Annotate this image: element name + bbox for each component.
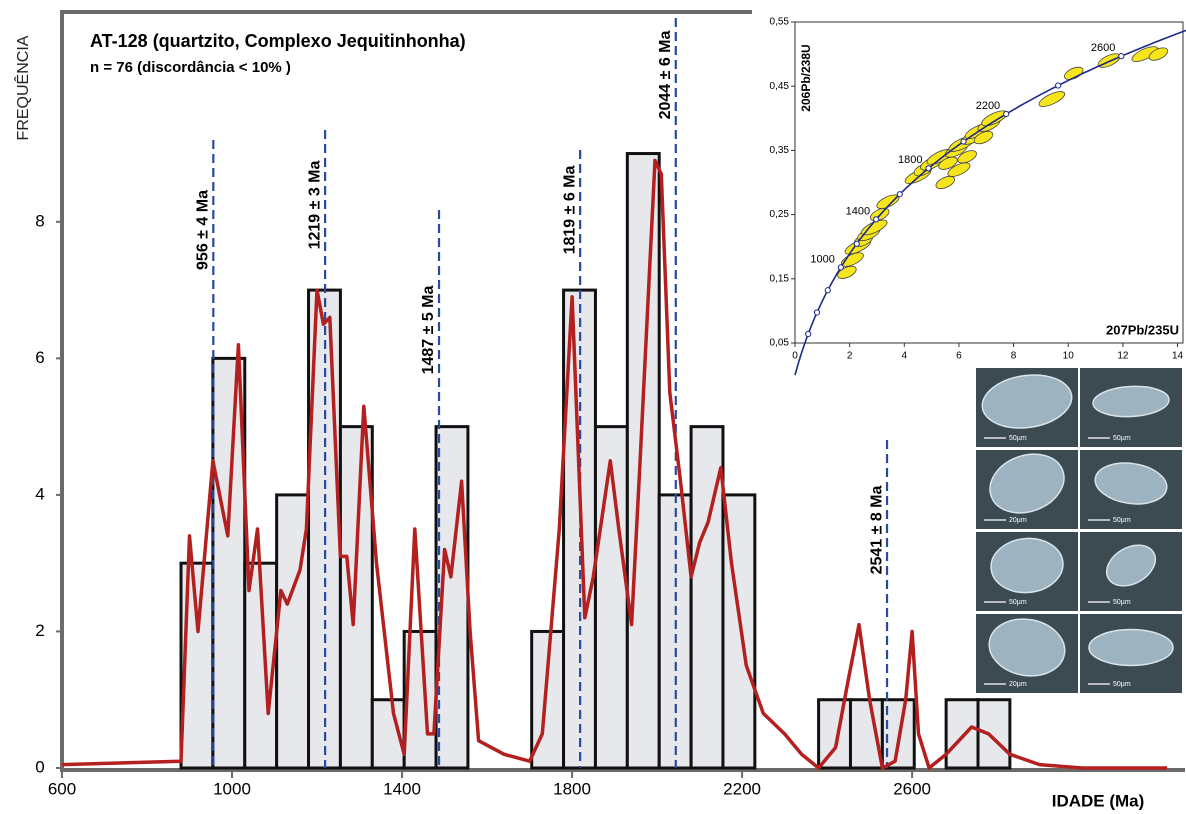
data-ellipse	[957, 150, 977, 164]
y-tick-label: 0,15	[770, 273, 790, 284]
x-tick-label: 1000	[213, 779, 251, 798]
x-tick-label: 2600	[893, 779, 931, 798]
concordia-age-label: 1400	[846, 205, 870, 217]
x-tick-label: 1400	[383, 779, 421, 798]
concordia-marker	[1118, 53, 1125, 60]
y-tick-label: 6	[35, 348, 44, 367]
data-ellipse	[1131, 46, 1159, 62]
y-axis-label: 206Pb/238U	[799, 44, 813, 111]
inset-frame	[794, 21, 1184, 344]
concordia-age-label: 1800	[898, 154, 922, 166]
y-tick-label: 0,25	[770, 209, 790, 220]
zircon-grain	[981, 374, 1073, 429]
concordia-marker	[837, 264, 844, 271]
concordia-age-label: 2200	[976, 100, 1000, 112]
inset-background	[752, 10, 1186, 368]
zircon-grain	[1092, 385, 1170, 418]
y-tick-label: 8	[35, 211, 44, 230]
concordia-marker	[805, 330, 812, 338]
concordia-marker	[824, 287, 831, 294]
concordia-marker	[873, 216, 880, 223]
x-tick-label: 600	[48, 779, 76, 798]
chart-title: AT-128 (quartzito, Complexo Jequitinhonh…	[90, 31, 466, 51]
data-ellipse	[938, 156, 958, 170]
x-axis-label: IDADE (Ma)	[1052, 791, 1145, 810]
concordia-marker	[853, 240, 860, 247]
peak-label: 2541 ± 8 Ma	[868, 485, 885, 574]
concordia-marker	[960, 138, 967, 145]
x-tick-label: 6	[956, 351, 962, 362]
scale-label: 50µm	[1113, 435, 1131, 442]
concordia-age-label: 2600	[1091, 42, 1115, 54]
concordia-marker	[1003, 110, 1010, 118]
x-tick-label: 8	[1011, 351, 1017, 362]
x-tick-label: 0	[792, 351, 798, 362]
zircon-grain	[990, 537, 1064, 594]
y-tick-label: 4	[35, 484, 44, 503]
data-ellipse	[935, 175, 955, 190]
x-tick-label: 10	[1063, 351, 1075, 362]
y-axis-label: FREQUÊNCIA	[13, 35, 32, 140]
zircon-grain	[988, 618, 1066, 677]
data-ellipse	[1038, 91, 1066, 107]
y-tick-label: 0,55	[770, 17, 790, 28]
histogram-bar	[338, 425, 374, 770]
histogram-bar	[625, 152, 661, 770]
y-tick-label: 0,45	[770, 81, 790, 92]
concordia-marker	[925, 165, 932, 172]
x-tick-label: 2	[847, 351, 853, 362]
concordia-marker	[813, 309, 821, 316]
chart-subtitle: n = 76 (discordância < 10% )	[90, 59, 291, 76]
x-axis-label: 207Pb/235U	[1106, 322, 1179, 337]
scale-label: 50µm	[1113, 681, 1131, 688]
data-ellipse	[1148, 47, 1169, 61]
concordia-marker	[896, 191, 903, 198]
y-tick-label: 0,35	[770, 145, 790, 156]
histogram-bar	[848, 698, 884, 770]
histogram-bar	[944, 698, 980, 770]
data-ellipse	[947, 162, 971, 177]
histogram-bar	[817, 698, 852, 770]
peak-label: 956 ± 4 Ma	[195, 190, 212, 270]
scale-label: 20µm	[1009, 517, 1027, 524]
zircon-grain	[1088, 628, 1174, 667]
zircon-grain	[1106, 544, 1156, 587]
scale-label: 50µm	[1113, 599, 1131, 606]
data-ellipse	[973, 130, 994, 145]
peak-label: 2044 ± 6 Ma	[657, 30, 674, 119]
x-tick-label: 14	[1172, 351, 1184, 362]
concordia-group	[794, 29, 1186, 376]
x-tick-label: 2200	[723, 779, 761, 798]
y-tick-label: 0	[35, 757, 44, 776]
zircon-grain	[1094, 462, 1168, 505]
kde-curve	[61, 158, 1168, 770]
peak-label: 1219 ± 3 Ma	[306, 160, 323, 249]
concordia-age-label: 1000	[810, 253, 834, 265]
scale-label: 50µm	[1009, 599, 1027, 606]
y-tick-label: 2	[35, 621, 44, 640]
histogram-bar	[976, 698, 1012, 770]
x-tick-label: 1800	[553, 779, 591, 798]
data-ellipse	[1063, 66, 1084, 80]
zircon-grain	[989, 453, 1065, 514]
scale-label: 50µm	[1009, 435, 1027, 442]
concordia-marker	[1055, 82, 1062, 89]
scale-label: 20µm	[1009, 681, 1027, 688]
peak-label: 1819 ± 6 Ma	[561, 165, 578, 254]
scale-label: 50µm	[1113, 517, 1131, 524]
x-tick-label: 12	[1117, 351, 1129, 362]
peak-label: 1487 ± 5 Ma	[420, 285, 437, 374]
y-tick-label: 0,05	[770, 338, 790, 349]
x-tick-label: 4	[902, 351, 908, 362]
